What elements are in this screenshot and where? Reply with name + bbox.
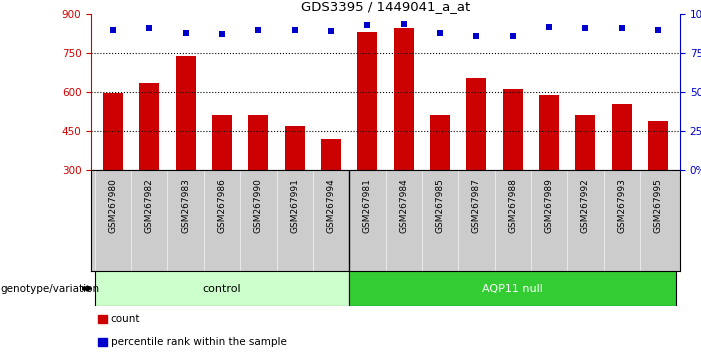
Bar (394, 28, 414, 170)
Text: GSM267983: GSM267983 (181, 178, 190, 233)
Title: GDS3395 / 1449041_a_at: GDS3395 / 1449041_a_at (301, 0, 470, 13)
Point (616, 25, 627, 31)
FancyBboxPatch shape (95, 271, 349, 306)
Point (144, 25, 155, 31)
Point (325, 28, 336, 34)
Point (471, 33, 482, 39)
Text: GSM267995: GSM267995 (653, 178, 662, 233)
Bar (430, 115, 450, 170)
Text: GSM267993: GSM267993 (618, 178, 626, 233)
Text: GSM267984: GSM267984 (400, 178, 408, 233)
Bar (648, 121, 668, 170)
Text: control: control (203, 284, 241, 293)
Bar (285, 126, 305, 170)
Point (362, 22, 373, 28)
Text: GSM267994: GSM267994 (327, 178, 336, 233)
Point (217, 32, 228, 37)
Text: GSM267991: GSM267991 (290, 178, 299, 233)
Bar (176, 56, 196, 170)
Text: GSM267981: GSM267981 (363, 178, 372, 233)
Point (435, 30, 446, 36)
Bar (212, 115, 232, 170)
Text: AQP11 null: AQP11 null (482, 284, 543, 293)
Text: GSM267980: GSM267980 (109, 178, 118, 233)
Point (653, 27, 664, 33)
Text: GSM267988: GSM267988 (508, 178, 517, 233)
FancyBboxPatch shape (349, 271, 676, 306)
Text: percentile rank within the sample: percentile rank within the sample (111, 337, 287, 347)
Bar (358, 32, 377, 170)
Text: GSM267990: GSM267990 (254, 178, 263, 233)
Point (180, 30, 191, 36)
Text: GSM267982: GSM267982 (145, 178, 154, 233)
Point (253, 27, 264, 33)
Bar (503, 90, 523, 170)
Bar (576, 115, 595, 170)
Point (543, 24, 554, 29)
Bar (466, 78, 486, 170)
Point (398, 21, 409, 26)
Text: count: count (111, 314, 140, 324)
Bar (103, 92, 123, 170)
Bar (539, 95, 559, 170)
Text: GSM267989: GSM267989 (545, 178, 554, 233)
Bar (321, 139, 341, 170)
Bar (248, 115, 268, 170)
Point (289, 27, 300, 33)
Bar (612, 104, 632, 170)
Bar (139, 83, 159, 170)
Text: GSM267992: GSM267992 (581, 178, 590, 233)
Point (107, 27, 118, 33)
Point (580, 25, 591, 31)
Text: GSM267986: GSM267986 (217, 178, 226, 233)
Text: genotype/variation: genotype/variation (0, 284, 99, 293)
Text: GSM267985: GSM267985 (435, 178, 444, 233)
Point (507, 33, 518, 39)
Text: GSM267987: GSM267987 (472, 178, 481, 233)
